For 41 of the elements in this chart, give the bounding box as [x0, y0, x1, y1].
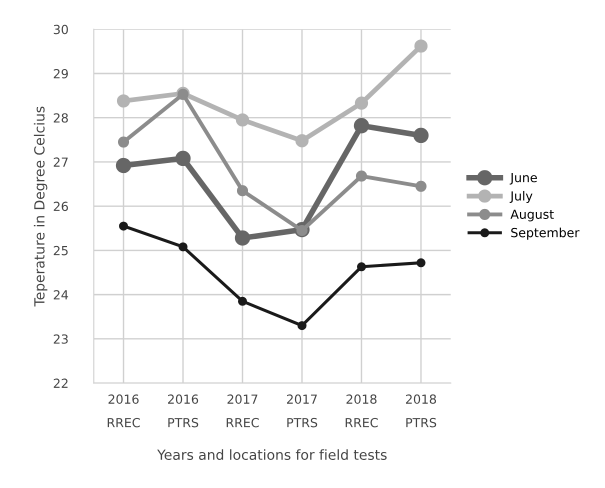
point — [238, 296, 248, 306]
y-tick-label: 24 — [54, 290, 68, 300]
point — [175, 150, 191, 166]
point — [178, 242, 188, 252]
point — [413, 128, 429, 144]
point — [118, 136, 130, 148]
y-tick-label: 26 — [54, 202, 68, 212]
point — [414, 39, 428, 53]
point — [354, 118, 370, 134]
x-tick-label: 2017 RREC — [226, 394, 259, 428]
legend-label: June — [510, 172, 537, 185]
y-tick-label: 30 — [54, 24, 68, 34]
point — [415, 180, 427, 192]
x-axis-title: Years and locations for field tests — [157, 449, 387, 460]
point — [354, 96, 368, 110]
point — [234, 230, 250, 246]
point — [116, 94, 130, 108]
legend-label: July — [510, 190, 532, 204]
x-tick-label: 2016 RREC — [108, 394, 140, 428]
point — [416, 258, 426, 268]
y-tick-label: 23 — [54, 334, 68, 344]
point — [119, 222, 128, 231]
y-tick-label: 27 — [54, 157, 68, 167]
point — [356, 170, 368, 182]
legend-label: September — [511, 228, 580, 240]
y-tick-label: 29 — [54, 68, 68, 78]
point — [116, 158, 132, 174]
point — [356, 262, 366, 272]
x-tick-label: 2017 PTRS — [287, 394, 318, 428]
x-tick-label: 2016 PTRS — [168, 394, 198, 428]
y-tick-label: 28 — [54, 113, 68, 123]
x-tick-label: 2018 RREC — [346, 394, 378, 428]
y-axis-title: Teperature in Degree Celcius — [34, 106, 48, 306]
legend-label: August — [510, 210, 554, 222]
y-tick-label: 25 — [54, 246, 68, 256]
x-tick-label: 2018 PTRS — [406, 394, 436, 428]
y-tick-label: 22 — [54, 378, 68, 388]
point — [295, 134, 309, 148]
point — [236, 185, 248, 196]
point — [297, 321, 307, 330]
point — [236, 113, 250, 127]
